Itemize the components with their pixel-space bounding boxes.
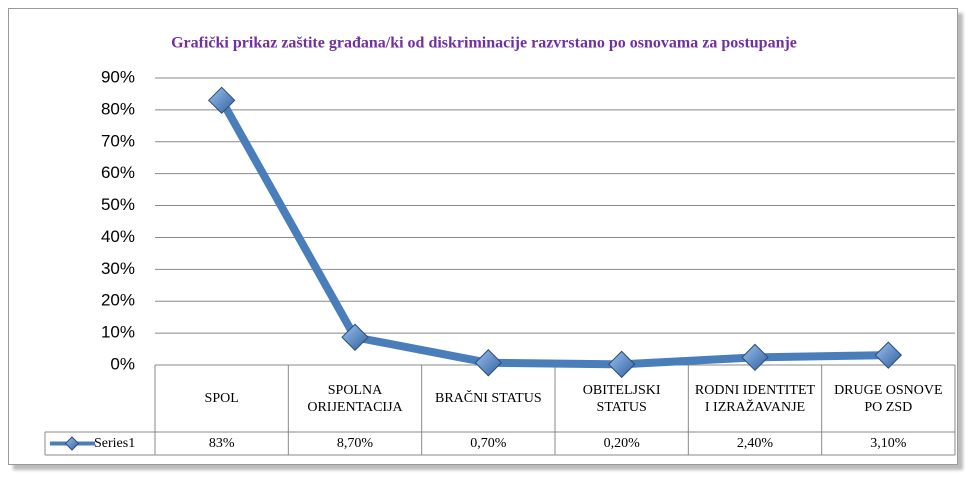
y-tick-label: 10%: [101, 323, 135, 342]
x-tick-label: DRUGE OSNOVE PO ZSD: [834, 382, 943, 415]
marker: [474, 349, 503, 377]
y-tick-label: 30%: [101, 259, 135, 278]
marker: [874, 341, 903, 369]
marker: [607, 350, 636, 379]
y-tick-label: 70%: [101, 131, 135, 150]
y-tick-label: 60%: [101, 163, 135, 182]
y-tick-label: 50%: [101, 195, 135, 214]
x-tick-label: SPOLNA ORIJENTACIJA: [307, 382, 403, 415]
legend-marker: [64, 436, 80, 451]
marker: [341, 323, 369, 351]
marker: [207, 86, 236, 115]
y-tick-label: 0%: [110, 354, 135, 373]
value-label: 0,20%: [603, 436, 640, 451]
x-tick-label: OBITELJSKI STATUS: [582, 382, 661, 415]
x-tick-label: SPOL: [204, 391, 239, 406]
x-tick-label: BRAČNI STATUS: [435, 391, 542, 406]
y-tick-label: 90%: [101, 67, 135, 86]
series-line: [217, 96, 893, 369]
chart-title: Grafički prikaz zaštite građana/ki od di…: [171, 35, 797, 52]
x-tick-label: RODNI IDENTITET I IZRAŽAVANJE: [694, 382, 816, 415]
value-label: 0,70%: [470, 436, 507, 451]
y-tick-label: 40%: [101, 227, 135, 246]
chart-frame: [8, 8, 958, 465]
legend-label: Series1: [94, 436, 136, 451]
value-label: 83%: [208, 436, 235, 451]
marker: [741, 343, 769, 372]
value-label: 3,10%: [870, 436, 907, 451]
value-label: 2,40%: [736, 436, 774, 451]
y-tick-label: 80%: [101, 99, 135, 118]
y-tick-label: 20%: [101, 291, 135, 310]
value-label: 8,70%: [336, 436, 374, 451]
